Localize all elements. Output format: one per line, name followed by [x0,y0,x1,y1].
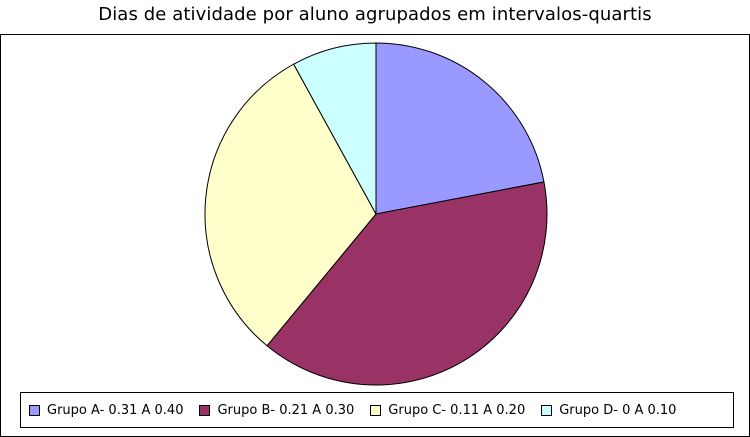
legend-item-1: Grupo A- 0.31 A 0.40 [29,403,183,418]
legend-swatch [199,404,211,416]
pie-chart [204,42,548,386]
legend-item-2: Grupo B- 0.21 A 0.30 [199,403,354,418]
legend-swatch [29,404,40,416]
legend-label: Grupo C- 0.11 A 0.20 [388,402,526,418]
legend-swatch [541,404,553,416]
pie-slice-2 [266,181,548,386]
legend-label: Grupo A- 0.31 A 0.40 [47,402,184,418]
pie-slice-1 [375,42,545,215]
pie-slice-4 [292,42,377,215]
chart-title: Dias de atividade por aluno agrupados em… [98,4,652,25]
legend: Grupo A- 0.31 A 0.40 Grupo B- 0.21 A 0.30… [20,392,734,428]
legend-item-3: Grupo C- 0.11 A 0.20 [370,403,525,418]
legend-label: Grupo D- 0 A 0.10 [559,402,677,418]
legend-label: Grupo B- 0.21 A 0.30 [217,402,355,418]
legend-swatch [370,404,382,416]
pie-slice-3 [204,63,377,347]
plot-area [0,34,750,437]
legend-item-4: Grupo D- 0 A 0.10 [541,403,676,418]
